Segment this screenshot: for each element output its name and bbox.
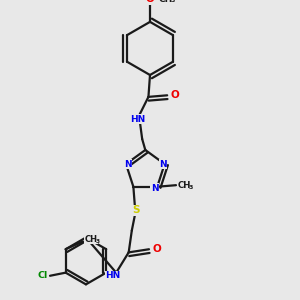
Text: O: O bbox=[152, 244, 161, 254]
Text: 3: 3 bbox=[170, 0, 175, 3]
Text: O: O bbox=[171, 90, 179, 100]
Text: O: O bbox=[146, 0, 154, 4]
Text: 3: 3 bbox=[188, 184, 193, 190]
Text: CH: CH bbox=[178, 181, 191, 190]
Text: N: N bbox=[151, 184, 159, 193]
Text: 3: 3 bbox=[95, 239, 100, 244]
Text: Cl: Cl bbox=[37, 271, 47, 280]
Text: N: N bbox=[124, 160, 131, 169]
Text: CH: CH bbox=[159, 0, 173, 4]
Text: S: S bbox=[133, 205, 140, 215]
Text: HN: HN bbox=[105, 271, 121, 280]
Text: CH: CH bbox=[84, 235, 98, 244]
Text: HN: HN bbox=[130, 115, 145, 124]
Text: N: N bbox=[159, 160, 167, 169]
